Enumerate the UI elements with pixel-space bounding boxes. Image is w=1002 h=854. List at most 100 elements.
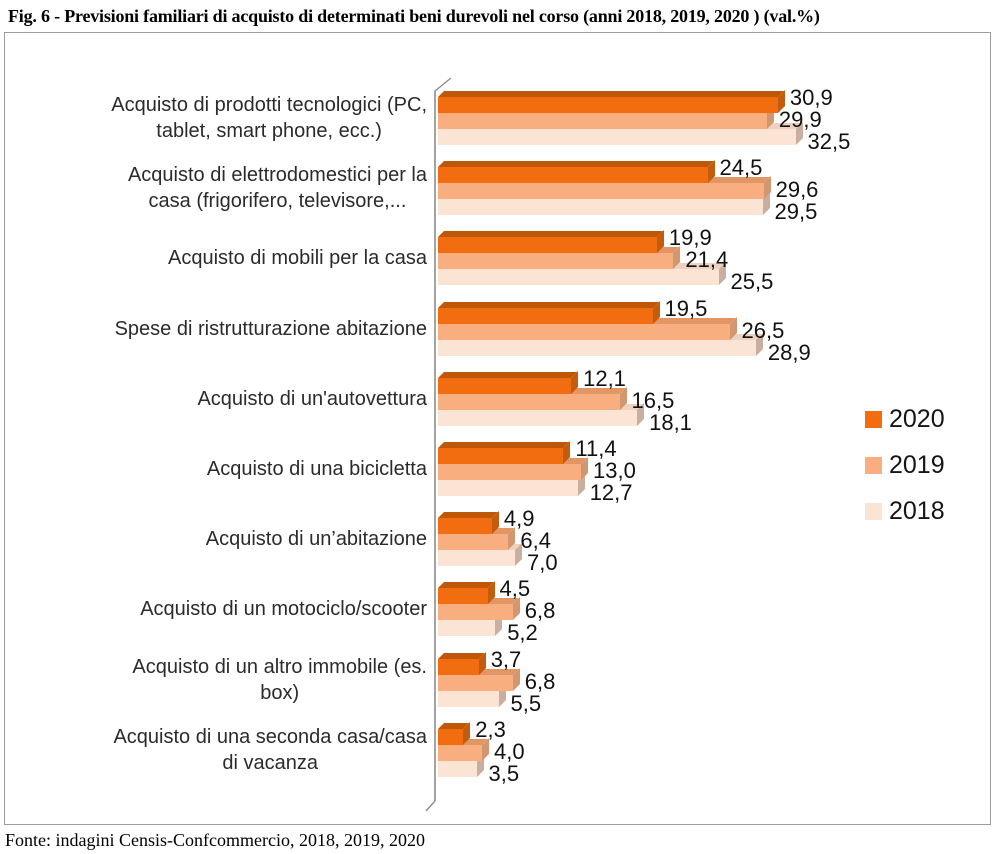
category-label-text: Acquisto di mobili per la casa xyxy=(167,247,427,270)
value-label-2019: 16,5 xyxy=(631,387,675,413)
chart-legend: 2020 2019 2018 xyxy=(865,396,945,534)
value-label-2018: 25,5 xyxy=(730,269,774,295)
bar-group xyxy=(438,441,588,496)
bar-2018 xyxy=(438,262,726,286)
category-label-text: Acquisto di un motociclo/scooter xyxy=(140,598,427,621)
value-label-2020: 24,5 xyxy=(719,155,763,181)
legend-label-2018: 2018 xyxy=(889,496,945,525)
bar-top-bevel xyxy=(438,371,578,378)
value-label-2020: 12,1 xyxy=(583,365,626,391)
bar-2019 xyxy=(438,457,588,480)
category-label: Acquisto di prodotti tecnologici (PC, ta… xyxy=(9,92,427,144)
bar-2018 xyxy=(438,122,803,145)
value-label-2019: 26,5 xyxy=(741,317,785,343)
legend-label-2020: 2020 xyxy=(889,404,945,433)
category-label-text: Acquisto di una seconda casa/casa di vac… xyxy=(113,725,427,774)
legend-swatch-2020 xyxy=(865,410,882,428)
value-label-2019: 13,0 xyxy=(593,458,636,483)
bar-2020 xyxy=(438,581,495,605)
bar-2020 xyxy=(438,230,664,254)
category-label-text: Acquisto di una bicicletta xyxy=(206,458,427,480)
bar-group xyxy=(438,581,520,637)
category-label: Acquisto di un'autovettura xyxy=(9,373,427,425)
value-label-2018: 7,0 xyxy=(527,550,558,576)
legend-item-2020: 2020 xyxy=(865,396,945,442)
category-label-text: Spese di ristrutturazione abitazione xyxy=(114,317,427,340)
value-label-2018: 29,5 xyxy=(774,199,818,225)
category-label-text: Acquisto di elettrodomestici per la casa… xyxy=(127,164,427,213)
bar-2018 xyxy=(438,192,770,216)
value-label-2018: 3,5 xyxy=(488,760,520,786)
category-label: Acquisto di una bicicletta xyxy=(9,443,427,495)
bar-2020 xyxy=(438,160,715,184)
bar-2018 xyxy=(438,753,484,777)
bar-2018 xyxy=(438,683,506,707)
legend-item-2019: 2019 xyxy=(865,442,945,488)
bar-2019 xyxy=(438,246,681,270)
bar-2019 xyxy=(438,527,516,551)
bar-top-bevel xyxy=(438,582,494,589)
bar-2020 xyxy=(438,300,660,324)
value-label-2019: 6,4 xyxy=(520,528,551,554)
category-label-text: Acquisto di un’abitazione xyxy=(205,528,427,551)
bar-2020 xyxy=(438,370,579,394)
bar-2019 xyxy=(438,597,520,621)
bar-group xyxy=(438,721,489,777)
bar-group xyxy=(438,230,726,286)
category-label: Acquisto di un altro immobile (es. box) xyxy=(9,654,427,706)
bar-group xyxy=(438,300,763,356)
value-label-2019: 29,9 xyxy=(778,107,822,132)
bar-2019 xyxy=(438,667,520,691)
value-label-2018: 28,9 xyxy=(767,339,811,365)
value-label-2020: 2,3 xyxy=(475,716,506,742)
value-label-2020: 4,9 xyxy=(503,506,535,532)
bar-2018 xyxy=(438,543,522,567)
bar-2020 xyxy=(438,651,486,675)
value-label-2018: 5,5 xyxy=(510,690,542,716)
bar-2020 xyxy=(438,441,571,464)
bar-top-bevel xyxy=(438,231,663,238)
bar-2019 xyxy=(438,106,774,129)
bar-top-bevel xyxy=(438,512,498,519)
bar-2019 xyxy=(438,737,489,761)
value-label-2019: 4,0 xyxy=(494,738,525,764)
category-label-text: Acquisto di prodotti tecnologici (PC, ta… xyxy=(111,94,427,142)
bar-group xyxy=(438,370,645,426)
bar-2019 xyxy=(438,316,737,340)
category-label: Acquisto di un’abitazione xyxy=(9,513,427,565)
value-label-2020: 4,5 xyxy=(499,576,531,602)
bar-2020 xyxy=(438,511,499,535)
bar-group xyxy=(438,511,522,567)
category-axis-line xyxy=(425,77,452,812)
bar-group xyxy=(438,90,803,145)
value-label-2019: 21,4 xyxy=(685,247,729,273)
bar-top-bevel xyxy=(438,161,714,168)
bar-2018 xyxy=(438,402,645,426)
legend-item-2018: 2018 xyxy=(865,488,945,534)
bar-group xyxy=(438,160,771,216)
value-label-2018: 18,1 xyxy=(649,409,692,435)
bar-2018 xyxy=(438,332,763,356)
value-label-2019: 29,6 xyxy=(775,177,819,203)
category-label-text: Acquisto di un altro immobile (es. box) xyxy=(132,655,427,704)
category-label: Spese di ristrutturazione abitazione xyxy=(9,303,427,355)
bar-2018 xyxy=(438,613,503,637)
bar-top-bevel xyxy=(438,442,570,448)
value-label-2019: 6,8 xyxy=(524,598,556,624)
value-label-2020: 19,5 xyxy=(664,295,708,321)
value-label-2020: 30,9 xyxy=(789,85,833,110)
bar-2018 xyxy=(438,473,585,496)
value-label-2018: 32,5 xyxy=(807,129,851,154)
value-label-2020: 19,9 xyxy=(668,225,712,251)
figure-title: Fig. 6 - Previsioni familiari di acquist… xyxy=(8,6,820,26)
category-label: Acquisto di una seconda casa/casa di vac… xyxy=(9,724,427,776)
value-label-2020: 3,7 xyxy=(490,646,522,672)
legend-swatch-2018 xyxy=(865,502,882,520)
bar-2019 xyxy=(438,386,627,410)
bar-top-bevel xyxy=(438,91,784,97)
legend-swatch-2019 xyxy=(865,456,882,474)
value-label-2018: 5,2 xyxy=(507,620,538,646)
value-label-2019: 6,8 xyxy=(524,668,556,694)
bar-2019 xyxy=(438,176,771,200)
